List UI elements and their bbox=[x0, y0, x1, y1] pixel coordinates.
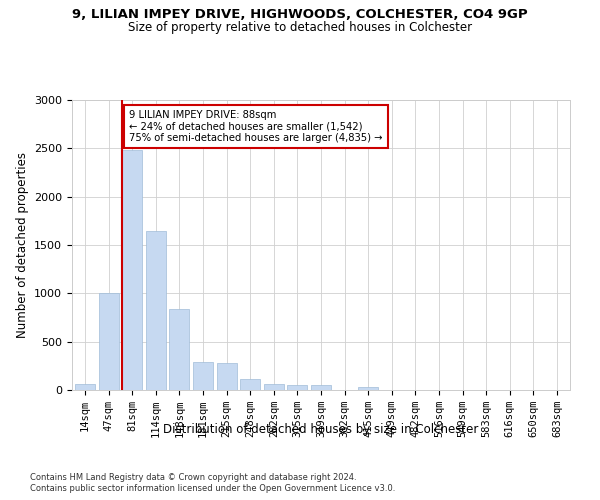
Bar bbox=[264, 384, 284, 390]
Text: Contains HM Land Registry data © Crown copyright and database right 2024.: Contains HM Land Registry data © Crown c… bbox=[30, 472, 356, 482]
Bar bbox=[98, 294, 119, 390]
Text: 9 LILIAN IMPEY DRIVE: 88sqm
← 24% of detached houses are smaller (1,542)
75% of : 9 LILIAN IMPEY DRIVE: 88sqm ← 24% of det… bbox=[129, 110, 383, 143]
Bar bbox=[287, 384, 307, 390]
Bar bbox=[193, 362, 213, 390]
Bar bbox=[169, 309, 190, 390]
Text: Size of property relative to detached houses in Colchester: Size of property relative to detached ho… bbox=[128, 21, 472, 34]
Bar bbox=[146, 232, 166, 390]
Bar bbox=[122, 150, 142, 390]
Bar bbox=[240, 379, 260, 390]
Bar bbox=[75, 384, 95, 390]
Bar bbox=[358, 387, 378, 390]
Text: Distribution of detached houses by size in Colchester: Distribution of detached houses by size … bbox=[163, 422, 479, 436]
Text: 9, LILIAN IMPEY DRIVE, HIGHWOODS, COLCHESTER, CO4 9GP: 9, LILIAN IMPEY DRIVE, HIGHWOODS, COLCHE… bbox=[72, 8, 528, 20]
Bar bbox=[217, 363, 236, 390]
Text: Contains public sector information licensed under the Open Government Licence v3: Contains public sector information licen… bbox=[30, 484, 395, 493]
Y-axis label: Number of detached properties: Number of detached properties bbox=[16, 152, 29, 338]
Bar bbox=[311, 386, 331, 390]
